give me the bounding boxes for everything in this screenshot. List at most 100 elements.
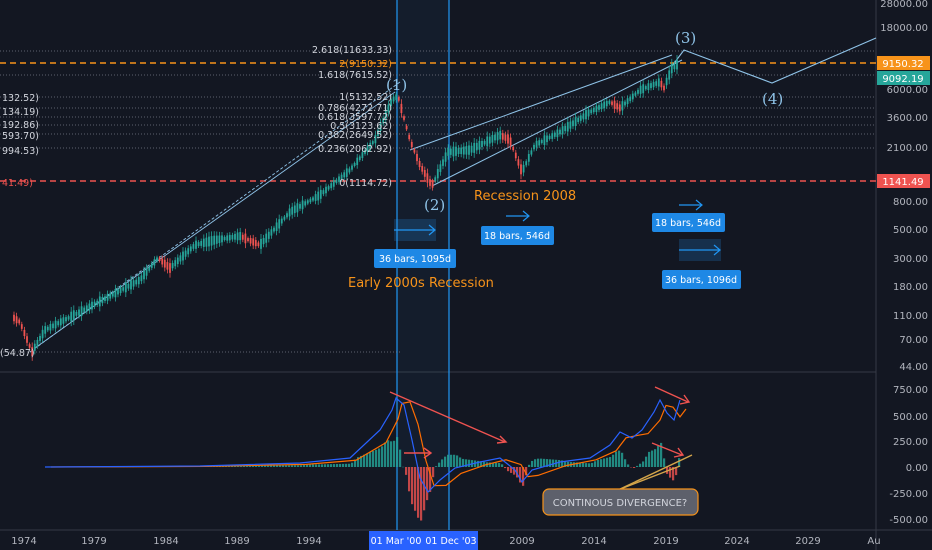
divergence-callout-text: CONTINOUS DIVERGENCE?	[553, 498, 688, 509]
candle-body	[546, 135, 548, 143]
macd-histogram-bar	[312, 464, 315, 467]
candle-body	[592, 108, 595, 113]
divergence-arrows[interactable]	[389, 386, 691, 459]
candle-body	[317, 191, 320, 201]
macd-histogram-bar	[360, 455, 363, 467]
macd-histogram-bar	[498, 462, 501, 467]
fib-label-0382: 0.382(2649.52)	[318, 130, 392, 141]
channel-upper[interactable]	[409, 54, 673, 151]
macd-histogram-bar	[528, 464, 531, 467]
fib-label-0618: 0.618(3597.72)	[318, 112, 392, 123]
measure-box-4[interactable]	[662, 270, 741, 289]
measure-tool-2[interactable]: 18 bars, 546d	[481, 210, 554, 245]
measure-tool-4[interactable]: 36 bars, 1096d	[662, 239, 741, 289]
macd-histogram-bar	[384, 442, 387, 467]
macd-histogram-bar	[582, 462, 585, 467]
macd-histogram-bar	[354, 459, 357, 467]
macd-histogram-bar	[300, 465, 303, 467]
macd-histogram-bar	[366, 453, 369, 467]
fib-lines[interactable]	[0, 50, 876, 353]
candle-body	[223, 236, 226, 241]
measure-box-3[interactable]	[652, 213, 725, 232]
wave-projection-path[interactable]	[671, 37, 877, 84]
macd-histogram-bar	[357, 457, 360, 467]
candle-body	[364, 150, 366, 154]
price-tick: 6000.00	[887, 85, 928, 96]
measure-box-1[interactable]	[374, 249, 456, 268]
candle-body	[72, 310, 75, 321]
candle-body	[156, 257, 158, 262]
macd-histogram-bar	[549, 459, 552, 467]
macd-histogram-bar	[591, 462, 594, 467]
macd-histogram-bar	[279, 465, 282, 467]
macd-signal-line[interactable]	[50, 401, 687, 487]
divergence-arrow-1[interactable]	[389, 391, 506, 443]
macd-histogram-bar	[243, 465, 246, 467]
candle-body	[387, 104, 390, 113]
macd-histogram-bar	[513, 467, 516, 475]
measure-box-2[interactable]	[481, 226, 554, 245]
candle-body	[93, 301, 96, 307]
macd-histogram-bar	[627, 464, 630, 467]
candle-body	[530, 150, 533, 155]
macd-histogram-bar	[255, 465, 258, 467]
candle-body	[483, 140, 486, 145]
macd-histogram-bar	[432, 467, 435, 478]
candle-body	[39, 335, 41, 341]
time-axis[interactable]: 1974 1979 1984 1989 1994 2009 2014 2019 …	[11, 531, 881, 550]
macd-histogram-bar	[576, 462, 579, 467]
price-tick: 18000.00	[880, 23, 928, 34]
candle-body	[358, 156, 361, 161]
candle-body	[572, 120, 574, 127]
macd-histogram-bar	[315, 464, 318, 467]
macd-histogram-bar	[321, 464, 324, 467]
macd-histogram-bar	[408, 467, 411, 492]
candle-body	[577, 117, 580, 122]
candle-body	[639, 85, 642, 94]
divergence-callout-box[interactable]	[542, 488, 699, 516]
macd-axis[interactable]: 750.00 500.00 250.00 0.00 -250.00 -500.0…	[889, 385, 928, 526]
macd-histogram-bar	[465, 459, 468, 467]
macd-tick: 0.00	[906, 463, 928, 474]
price-candles[interactable]	[13, 55, 678, 361]
candle-body	[241, 234, 244, 240]
channel-lower[interactable]	[431, 59, 683, 187]
candle-body	[582, 113, 585, 120]
macd-histogram-bar	[327, 464, 330, 467]
candle-body	[236, 232, 239, 241]
macd-histogram-bar	[561, 460, 564, 467]
candle-body	[257, 242, 260, 247]
macd-histogram-bar	[339, 463, 342, 467]
macd-histogram-bar	[246, 465, 249, 467]
candle-body	[18, 319, 21, 324]
divergence-arrow-4[interactable]	[651, 442, 683, 456]
divergence-arrow-3[interactable]	[654, 386, 689, 403]
macd-indicator[interactable]	[44, 396, 687, 521]
candle-body	[600, 103, 603, 110]
candle-body	[452, 146, 455, 157]
candle-body	[468, 145, 470, 155]
price-tick: 300.00	[893, 254, 928, 265]
candle-body	[366, 145, 369, 153]
candle-body	[278, 219, 281, 229]
candle-body	[85, 305, 88, 312]
macd-histogram-bar	[381, 446, 384, 467]
price-axis[interactable]: 28000.00 18000.00 6000.00 3600.00 2100.0…	[877, 0, 930, 373]
macd-histogram-bar	[414, 467, 417, 511]
measure-tool-1[interactable]: 36 bars, 1095d	[374, 219, 456, 268]
macd-histogram-bar	[564, 461, 567, 467]
macd-tick: 250.00	[893, 437, 928, 448]
candle-body	[634, 92, 637, 96]
candle-body	[520, 164, 522, 175]
candle-body	[488, 136, 491, 144]
candle-body	[291, 206, 294, 215]
macd-histogram-bar	[615, 451, 618, 467]
price-tick: 110.00	[893, 311, 928, 322]
candle-body	[252, 238, 255, 246]
measure-tool-3[interactable]: 18 bars, 546d	[652, 199, 725, 232]
macd-line[interactable]	[44, 396, 681, 493]
left-label-2: 134.19)	[2, 107, 39, 118]
fib-label-0786: 0.786(4272.71)	[318, 103, 392, 114]
candle-body	[169, 263, 171, 273]
